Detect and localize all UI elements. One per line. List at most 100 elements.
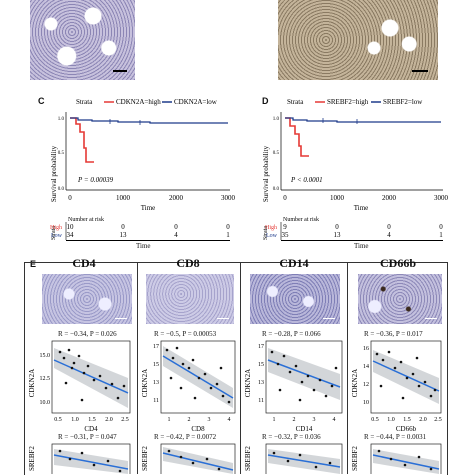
risk-cell: 0 [387, 223, 391, 231]
correlation-stat-cd66b: R = −0.36, P = 0.017 [364, 330, 423, 338]
y-axis-label: CDKN2A [351, 369, 359, 397]
legend-strata-label: Strata [76, 98, 93, 106]
y-tick: 11 [258, 398, 264, 404]
scatter-2-cd4: SREBF2 [28, 443, 131, 474]
risk-cell: 35 [282, 231, 290, 239]
data-point [405, 376, 409, 380]
y-tick: 15 [258, 362, 264, 368]
data-point [179, 386, 183, 390]
data-point [122, 384, 126, 388]
risk-group-low: Low [51, 233, 63, 239]
y-tick-0.5: 0.5 [273, 151, 280, 156]
regression-line [372, 454, 440, 470]
data-point [217, 467, 221, 471]
data-point [298, 398, 302, 402]
y-axis-label: CDKN2A [141, 369, 149, 397]
data-point [165, 348, 169, 352]
scale-bar [113, 70, 127, 72]
correlation-stat-2-cd66b: R = −0.44, P = 0.0031 [364, 433, 427, 441]
risk-cell: 9 [283, 223, 287, 231]
p-value: P < 0.0001 [290, 176, 323, 184]
y-axis-label: SREBF2 [141, 446, 149, 471]
x-axis-label: CD4 [84, 425, 98, 433]
risk-row-high: 10 0 0 0 [67, 223, 231, 231]
legend-item-low: SREBF2=low [383, 98, 423, 106]
risk-row-high: 9 0 0 0 [283, 223, 443, 231]
data-point [221, 394, 225, 398]
data-point [203, 372, 207, 376]
risk-group-high: High [265, 225, 277, 231]
risk-row-low: 34 13 4 1 [67, 231, 231, 239]
y-tick-1.0: 1.0 [273, 117, 280, 122]
data-point [72, 361, 76, 365]
x-tick: 2.5 [121, 417, 129, 423]
data-point [116, 396, 120, 400]
column-title-cd14: CD14 [279, 256, 309, 270]
risk-table-title: Number at risk [283, 217, 319, 223]
regression-line [267, 359, 341, 388]
data-point [58, 350, 62, 354]
data-point [417, 455, 421, 459]
data-point [429, 394, 433, 398]
x-tick-3000: 3000 [221, 194, 236, 202]
y-tick: 17 [153, 344, 159, 350]
data-point [328, 461, 332, 465]
scatter-cd4: CDKN2A 15.0 12.5 10.0 0.5 1.0 1.5 2.0 2.… [28, 340, 131, 433]
data-point [312, 388, 316, 392]
correlation-stat-2-cd8: R = −0.42, P = 0.0072 [154, 433, 217, 441]
data-point [423, 380, 427, 384]
x-axis-label: CD8 [191, 425, 205, 433]
risk-cell: 0 [174, 223, 178, 231]
scatter-points [270, 350, 338, 402]
scale-bar [425, 317, 437, 319]
x-tick: 2 [293, 417, 296, 423]
data-point [433, 388, 437, 392]
scale-bar [115, 317, 127, 319]
regression-line [162, 355, 234, 399]
regression-line [53, 359, 129, 394]
data-point [429, 467, 433, 471]
data-point [298, 453, 302, 457]
data-point [92, 463, 96, 467]
risk-cell: 13 [120, 231, 128, 239]
correlation-stat-cd14: R = −0.28, P = 0.066 [262, 330, 321, 338]
x-tick-0: 0 [68, 194, 72, 202]
scatter-points [58, 348, 126, 402]
panel-letter-d: D [262, 96, 269, 106]
y-tick: 15.0 [40, 353, 51, 359]
ihc-thumb-cd66b [358, 274, 442, 324]
y-axis-label: SREBF2 [351, 446, 359, 471]
scatter-points [165, 346, 231, 404]
column-divider [240, 262, 241, 474]
y-axis-label: SREBF2 [244, 446, 252, 471]
data-point [215, 382, 219, 386]
x-tick-0: 0 [283, 194, 287, 202]
data-point [282, 354, 286, 358]
column-divider [137, 262, 138, 474]
risk-cell: 0 [121, 223, 125, 231]
data-point [169, 376, 173, 380]
data-point [415, 356, 419, 360]
scatter-points [167, 449, 221, 471]
scatter-points [377, 449, 433, 471]
data-point [276, 362, 280, 366]
x-tick: 1.0 [387, 417, 395, 423]
data-point [219, 366, 223, 370]
risk-table-title: Number at risk [68, 217, 104, 223]
data-point [191, 358, 195, 362]
risk-cell: 0 [335, 223, 339, 231]
x-tick: 2.0 [419, 417, 427, 423]
scale-bar [217, 317, 229, 319]
scatter-2-cd14: SREBF2 [244, 443, 343, 474]
y-tick: 10 [363, 400, 369, 406]
correlation-stat-cd4: R = −0.34, P = 0.026 [58, 330, 117, 338]
scatter-points [375, 350, 437, 400]
y-tick: 16 [363, 346, 369, 352]
data-point [375, 352, 379, 356]
x-tick-2000: 2000 [169, 194, 184, 202]
y-tick: 12.5 [40, 376, 51, 382]
data-point [197, 376, 201, 380]
risk-cell: 4 [387, 231, 391, 239]
ihc-thumb-cd14 [250, 274, 340, 324]
data-point [330, 384, 334, 388]
